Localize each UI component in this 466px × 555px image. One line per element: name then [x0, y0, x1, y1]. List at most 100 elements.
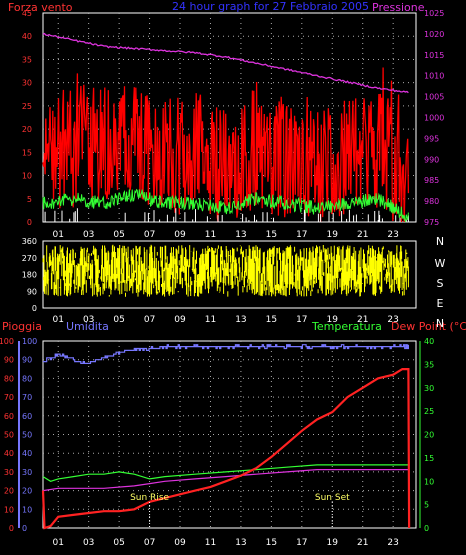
weather-x-tick-09: 09 [174, 538, 186, 548]
direction-x-tick-09: 09 [174, 315, 186, 325]
rain-tick-80: 80 [4, 374, 14, 383]
wind-speed-tick-30: 30 [22, 79, 32, 88]
weather-x-tick-01: 01 [52, 538, 63, 548]
rain-tick-40: 40 [4, 449, 14, 458]
humidity-tick-70: 70 [22, 393, 32, 402]
rain-tick-30: 30 [4, 468, 14, 477]
wind-speed-axis-label: Forza vento [8, 1, 73, 14]
weather-x-tick-19: 19 [327, 538, 339, 548]
pressure-tick-975: 975 [424, 218, 439, 227]
direction-tick-90: 90 [27, 287, 37, 296]
humidity-tick-60: 60 [22, 412, 32, 421]
humidity-tick-30: 30 [22, 468, 32, 477]
weather-x-tick-11: 11 [205, 538, 216, 548]
direction-tick-360: 360 [22, 237, 37, 246]
pressure-tick-980: 980 [424, 197, 439, 206]
temperature-tick-25: 25 [424, 407, 434, 416]
compass-label-N-0: N [436, 235, 444, 248]
temperature-tick-5: 5 [424, 501, 429, 510]
wind-speed-tick-35: 35 [22, 55, 32, 64]
wind-speed-tick-0: 0 [27, 218, 32, 227]
direction-tick-270: 270 [22, 254, 37, 263]
weather-x-tick-17: 17 [296, 538, 307, 548]
weather-x-tick-13: 13 [235, 538, 246, 548]
pressure-tick-1010: 1010 [424, 72, 444, 81]
humidity-tick-90: 90 [22, 356, 32, 365]
rain-tick-10: 10 [4, 505, 14, 514]
wind-x-tick-23: 23 [387, 230, 398, 240]
wind-speed-tick-10: 10 [22, 172, 32, 181]
rain-tick-50: 50 [4, 431, 14, 440]
wind-x-tick-03: 03 [83, 230, 94, 240]
rain-tick-90: 90 [4, 356, 14, 365]
wind-average-line [42, 188, 409, 223]
chart-title: 24 hour graph for 27 Febbraio 2005 [172, 0, 369, 13]
wind-x-tick-15: 15 [266, 230, 277, 240]
wind-x-tick-21: 21 [357, 230, 368, 240]
annotation-label-0: Sun Rise [130, 493, 169, 503]
wind-speed-tick-45: 45 [22, 9, 32, 18]
annotation-label-1: Sun Set [315, 493, 350, 503]
temperature-axis-label: Temperatura [311, 320, 382, 333]
pressure-tick-1005: 1005 [424, 93, 444, 102]
direction-x-tick-07: 07 [144, 315, 155, 325]
direction-x-tick-19: 19 [327, 315, 339, 325]
humidity-tick-10: 10 [22, 505, 32, 514]
direction-x-tick-21: 21 [357, 315, 368, 325]
weather-x-tick-21: 21 [357, 538, 368, 548]
direction-x-tick-03: 03 [83, 315, 94, 325]
rain-tick-20: 20 [4, 487, 14, 496]
temperature-tick-40: 40 [424, 337, 434, 346]
temperature-tick-35: 35 [424, 360, 434, 369]
pressure-tick-1000: 1000 [424, 114, 444, 123]
temperature-line [42, 464, 409, 482]
pressure-axis-label: Pressione [372, 1, 425, 14]
wind-x-tick-13: 13 [235, 230, 246, 240]
rain-line [41, 368, 411, 530]
direction-x-tick-15: 15 [266, 315, 277, 325]
wind-calm-marks [44, 208, 409, 222]
wind-speed-tick-5: 5 [27, 195, 32, 204]
temperature-tick-20: 20 [424, 431, 434, 440]
direction-x-tick-11: 11 [205, 315, 216, 325]
humidity-axis-label: Umidita [66, 320, 109, 333]
rain-tick-100: 100 [0, 337, 14, 346]
humidity-tick-0: 0 [22, 524, 27, 533]
dewpoint-line [42, 469, 409, 492]
pressure-tick-995: 995 [424, 134, 439, 143]
direction-x-tick-23: 23 [387, 315, 398, 325]
pressure-tick-1020: 1020 [424, 30, 444, 39]
direction-panel-frame [42, 240, 417, 309]
wind-speed-tick-20: 20 [22, 125, 32, 134]
pressure-tick-985: 985 [424, 176, 439, 185]
humidity-tick-100: 100 [22, 337, 37, 346]
pressure-tick-1015: 1015 [424, 51, 444, 60]
wind-x-tick-17: 17 [296, 230, 307, 240]
pressure-tick-1025: 1025 [424, 9, 444, 18]
weather-x-tick-15: 15 [266, 538, 277, 548]
compass-label-W-1: W [435, 257, 446, 270]
rain-axis-label: Pioggia [2, 320, 42, 333]
wind-x-tick-19: 19 [327, 230, 339, 240]
wind-speed-tick-15: 15 [22, 148, 32, 157]
humidity-tick-80: 80 [22, 374, 32, 383]
compass-label-N-4: N [436, 317, 444, 330]
rain-tick-0: 0 [9, 524, 14, 533]
temperature-tick-15: 15 [424, 454, 434, 463]
pressure-line [42, 32, 409, 94]
temperature-tick-30: 30 [424, 384, 434, 393]
wind-x-tick-11: 11 [205, 230, 216, 240]
direction-tick-180: 180 [22, 271, 37, 280]
direction-x-tick-01: 01 [52, 315, 63, 325]
wind-x-tick-01: 01 [52, 230, 63, 240]
weather-x-tick-03: 03 [83, 538, 94, 548]
humidity-tick-20: 20 [22, 487, 32, 496]
humidity-line [43, 344, 409, 364]
rain-tick-60: 60 [4, 412, 14, 421]
temperature-tick-10: 10 [424, 477, 434, 486]
wind-direction-marks [42, 244, 409, 297]
wind-x-tick-07: 07 [144, 230, 155, 240]
weather-x-tick-07: 07 [144, 538, 155, 548]
humidity-tick-50: 50 [22, 431, 32, 440]
